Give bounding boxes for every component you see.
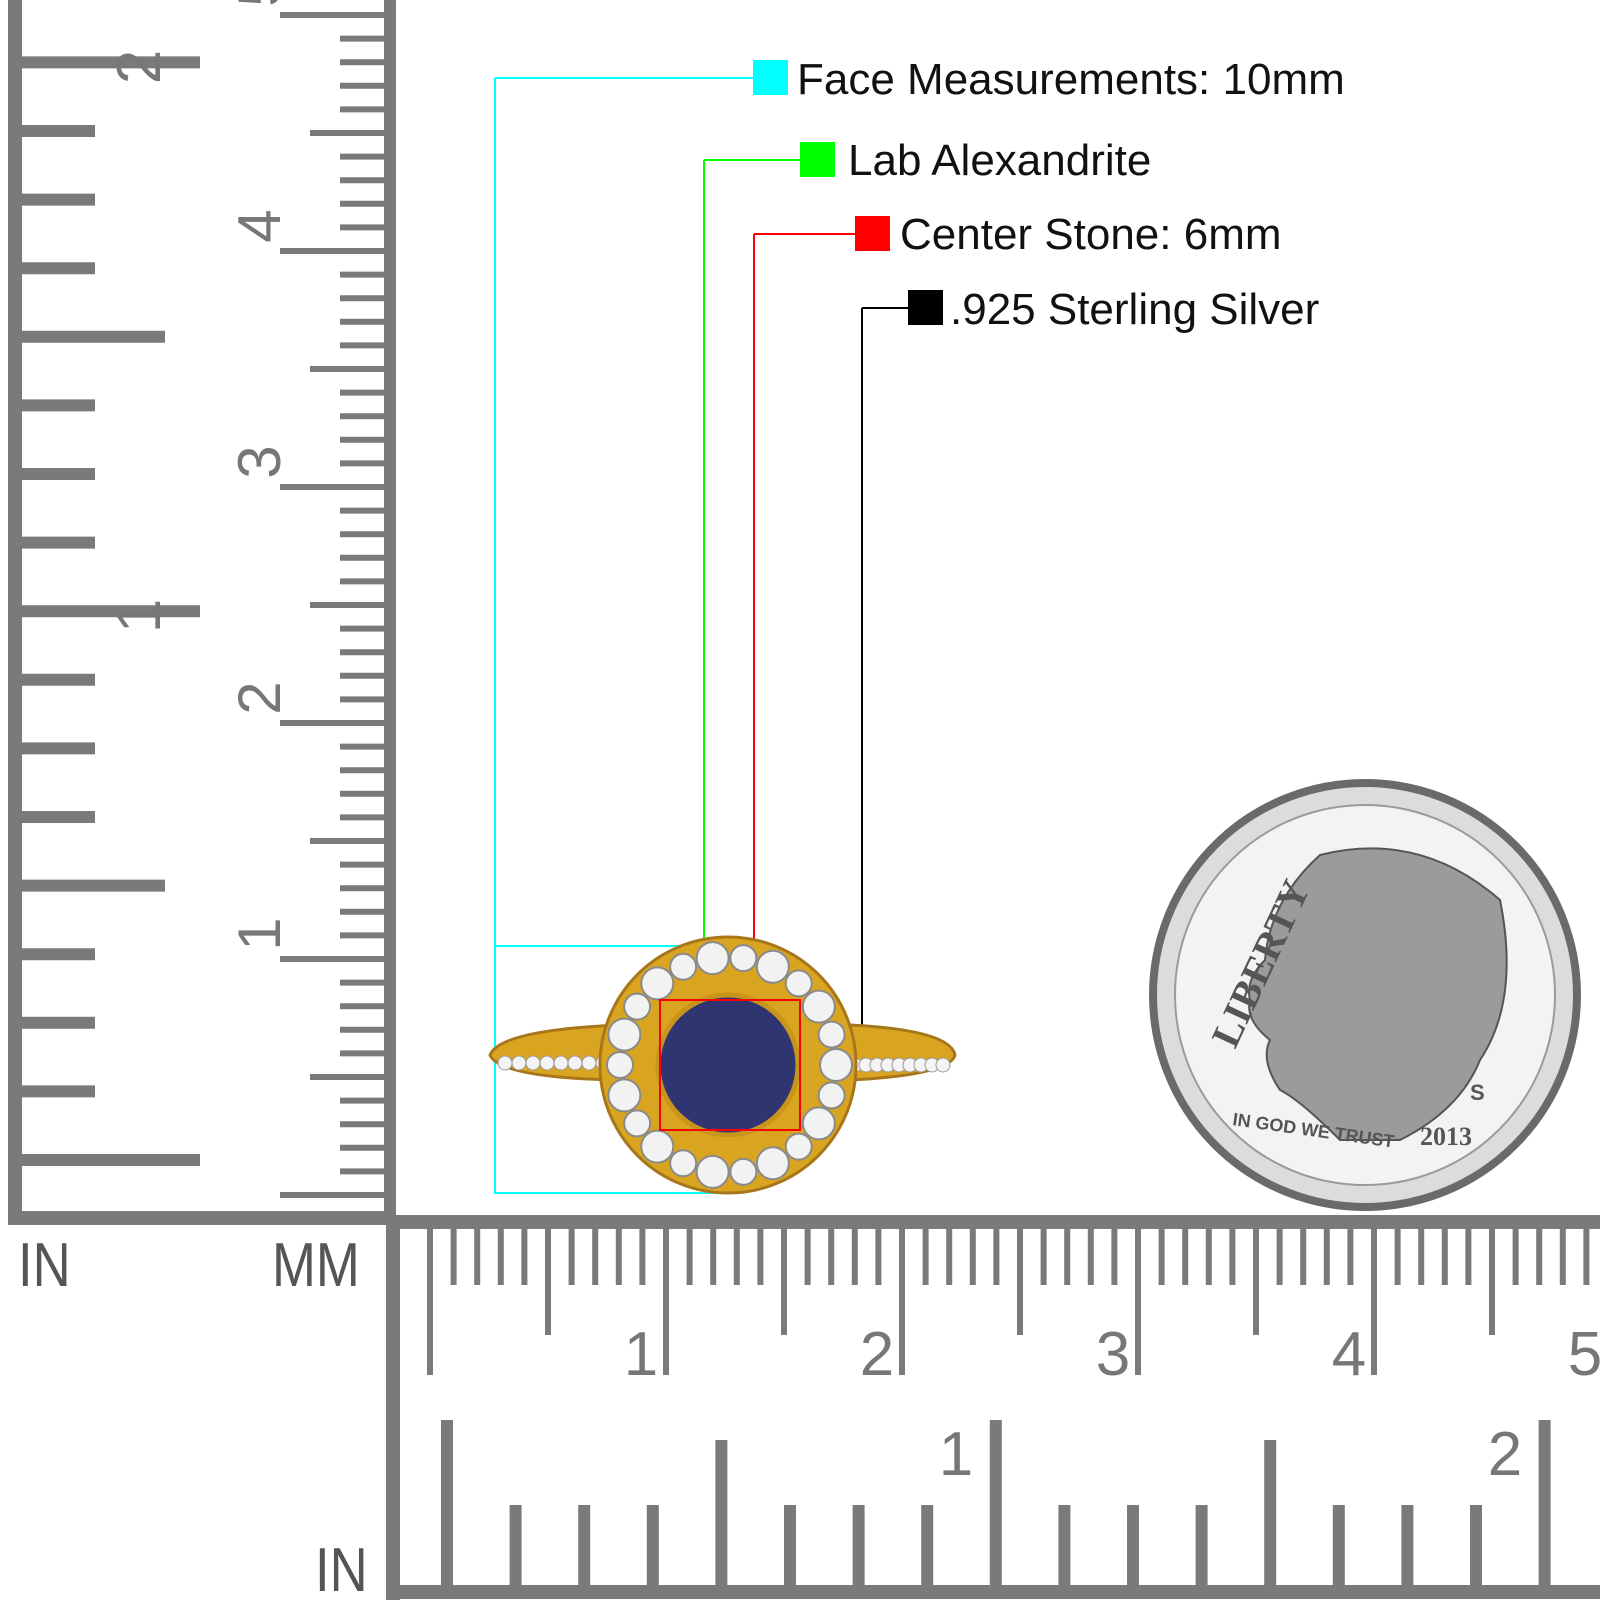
stone-color-swatch — [800, 142, 835, 177]
inch-number-vertical: 2 — [105, 50, 174, 84]
band-diamond — [511, 1055, 527, 1071]
mm-number-horizontal: 4 — [1332, 1320, 1366, 1389]
coin-mint-mark: S — [1470, 1080, 1485, 1105]
halo-diamond — [755, 1146, 790, 1181]
face-color-swatch — [753, 60, 788, 95]
callout-center-stone: Center Stone: 6mm — [900, 210, 1282, 259]
mm-number-horizontal: 5 — [1568, 1320, 1600, 1389]
mm-number-horizontal: 1 — [624, 1320, 658, 1389]
inch-number-vertical: 1 — [105, 599, 174, 633]
halo-diamond — [755, 949, 790, 984]
band-diamond — [581, 1055, 597, 1071]
mm-number-vertical: 5 — [226, 0, 293, 7]
band-diamond — [567, 1055, 583, 1071]
halo-diamond — [729, 1157, 758, 1186]
halo-diamond — [695, 1154, 730, 1189]
mm-number-vertical: 4 — [226, 209, 293, 242]
halo-diamond — [817, 1020, 846, 1049]
center-stone-box — [659, 999, 801, 1131]
band-diamond — [497, 1055, 513, 1071]
halo-diamond — [669, 952, 698, 981]
inch-number-horizontal: 1 — [939, 1420, 973, 1489]
callout-metal: .925 Sterling Silver — [950, 285, 1320, 334]
callout-stone-type: Lab Alexandrite — [848, 136, 1152, 185]
band-diamond — [539, 1055, 555, 1071]
center-stone-alexandrite — [655, 992, 801, 1138]
ruler-label-in-left: IN — [18, 1231, 71, 1300]
band-diamond — [553, 1055, 569, 1071]
center-color-swatch — [855, 216, 890, 251]
halo-diamond — [640, 1129, 675, 1164]
mm-number-vertical: 1 — [226, 917, 293, 950]
halo-diamond — [607, 1017, 642, 1052]
halo-diamond — [801, 989, 836, 1024]
band-diamond — [525, 1055, 541, 1071]
halo-diamond — [606, 1051, 634, 1079]
halo-diamond — [819, 1048, 853, 1082]
mm-number-vertical: 3 — [226, 445, 293, 478]
halo-diamond — [817, 1081, 846, 1110]
ruler-label-mm: MM — [272, 1231, 360, 1300]
inch-number-horizontal: 2 — [1488, 1420, 1522, 1489]
halo-diamond — [640, 966, 675, 1001]
coin-year: 2013 — [1420, 1122, 1472, 1151]
mm-number-vertical: 2 — [226, 681, 293, 714]
ruler-label-in-bottom: IN — [315, 1536, 368, 1600]
callout-face-measurements: Face Measurements: 10mm — [797, 55, 1345, 104]
halo-diamond — [695, 941, 730, 976]
halo-diamond — [784, 1132, 813, 1161]
mm-number-horizontal: 3 — [1096, 1320, 1130, 1389]
halo-diamond — [669, 1149, 698, 1178]
halo-diamond — [729, 944, 758, 973]
halo-diamond — [623, 1109, 652, 1138]
mm-number-horizontal: 2 — [860, 1320, 894, 1389]
halo-diamond — [623, 992, 652, 1021]
band-diamond — [935, 1057, 951, 1073]
halo-diamond — [607, 1078, 642, 1113]
halo-diamond — [801, 1106, 836, 1141]
coin-portrait — [1248, 847, 1508, 1141]
metal-color-swatch — [908, 290, 943, 325]
halo-diamond — [784, 969, 813, 998]
